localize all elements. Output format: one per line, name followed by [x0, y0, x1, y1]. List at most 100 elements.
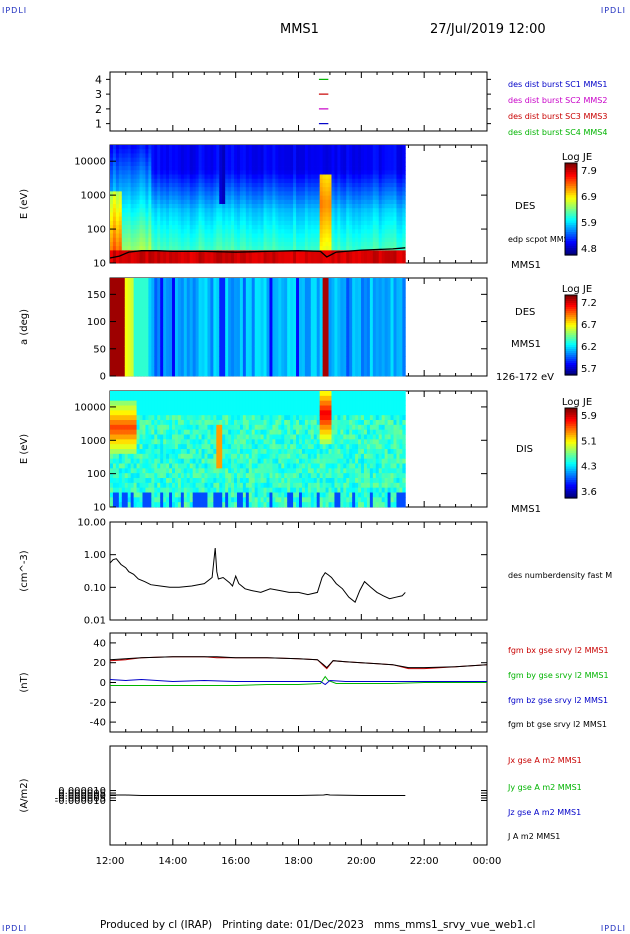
colorbar-cell: [565, 303, 577, 306]
heatmap-cell: [130, 199, 135, 205]
heatmap-cell: [121, 497, 126, 503]
heatmap-cell: [358, 233, 362, 239]
heatmap-cell: [231, 229, 235, 234]
heatmap-cell: [299, 241, 303, 247]
heatmap-cell: [328, 356, 332, 367]
heatmap-cell: [169, 278, 173, 289]
heatmap-cell: [172, 254, 176, 260]
heatmap-cell: [375, 149, 380, 154]
heatmap-cell: [201, 254, 205, 260]
heatmap-cell: [372, 287, 377, 298]
heatmap-cell: [281, 166, 285, 171]
heatmap-cell: [384, 250, 388, 255]
heatmap-cell: [239, 204, 244, 209]
colorbar-cell: [565, 211, 577, 215]
heatmap-cell: [225, 307, 229, 318]
heatmap-cell: [110, 444, 114, 450]
heatmap-cell: [154, 199, 158, 205]
corner-label-top-right: IPDLI: [600, 6, 626, 15]
heatmap-cell: [316, 178, 321, 184]
heatmap-cell: [180, 212, 185, 218]
heatmap-cell: [172, 237, 176, 243]
heatmap-cell: [110, 449, 114, 455]
heatmap-cell: [361, 254, 365, 260]
heatmap-cell: [361, 161, 365, 167]
heatmap-cell: [393, 241, 397, 247]
heatmap-cell: [121, 366, 126, 377]
heatmap-cell: [166, 161, 170, 167]
heatmap-cell: [195, 216, 199, 222]
heatmap-cell: [334, 208, 338, 213]
heatmap-cell: [121, 182, 126, 188]
heatmap-cell: [139, 400, 143, 406]
heatmap-cell: [340, 233, 344, 239]
heatmap-cell: [393, 278, 397, 289]
heatmap-cell: [163, 391, 167, 397]
heatmap-cell: [396, 317, 400, 328]
heatmap-cell: [281, 191, 285, 196]
heatmap-cell: [372, 233, 377, 239]
heatmap-cell: [201, 212, 205, 218]
heatmap-cell: [281, 199, 285, 205]
heatmap-cell: [236, 166, 241, 171]
heatmap-cell: [245, 212, 250, 218]
heatmap-cell: [136, 400, 140, 406]
heatmap-cell: [139, 191, 143, 196]
heatmap-cell: [139, 208, 143, 213]
heatmap-cell: [331, 246, 335, 251]
heatmap-cell: [133, 182, 137, 188]
heatmap-cell: [269, 317, 273, 328]
heatmap-cell: [272, 166, 276, 171]
heatmap-cell: [366, 157, 371, 163]
heatmap-cell: [269, 258, 273, 264]
heatmap-cell: [322, 233, 326, 239]
heatmap-cell: [343, 191, 347, 196]
heatmap-cell: [393, 229, 397, 234]
heatmap-cell: [287, 191, 291, 196]
heatmap-cell: [266, 258, 270, 264]
heatmap-cell: [166, 233, 170, 239]
heatmap-cell: [145, 468, 149, 474]
heatmap-cell: [337, 220, 341, 226]
heatmap-cell: [139, 225, 143, 230]
heatmap-cell: [296, 327, 300, 338]
heatmap-cell: [319, 178, 324, 184]
heatmap-cell: [254, 278, 259, 289]
heatmap-cell: [387, 212, 391, 218]
heatmap-cell: [136, 410, 140, 416]
heatmap-cell: [222, 237, 226, 243]
heatmap-cell: [296, 182, 300, 188]
heatmap-cell: [189, 161, 194, 167]
heatmap-cell: [180, 366, 185, 377]
heatmap-cell: [110, 415, 114, 421]
heatmap-cell: [163, 149, 167, 154]
heatmap-cell: [148, 225, 152, 230]
heatmap-cell: [266, 278, 270, 289]
heatmap-cell: [301, 229, 306, 234]
heatmap-cell: [222, 297, 226, 308]
heatmap-cell: [310, 229, 315, 234]
heatmap-cell: [142, 254, 146, 260]
heatmap-cell: [198, 199, 202, 205]
heatmap-cell: [301, 336, 306, 347]
heatmap-cell: [290, 327, 294, 338]
heatmap-cell: [263, 174, 267, 180]
heatmap-cell: [151, 278, 155, 289]
heatmap-cell: [180, 153, 185, 159]
heatmap-cell: [222, 246, 226, 251]
heatmap-cell: [213, 187, 217, 192]
heatmap-cell: [136, 204, 140, 209]
heatmap-cell: [334, 220, 338, 226]
heatmap-cell: [210, 444, 214, 450]
heatmap-cell: [296, 317, 300, 328]
heatmap-cell: [337, 254, 341, 260]
heatmap-cell: [301, 278, 306, 289]
heatmap-cell: [358, 250, 362, 255]
heatmap-cell: [207, 487, 211, 493]
heatmap-cell: [160, 482, 164, 489]
heatmap-cell: [346, 187, 350, 192]
heatmap-cell: [254, 287, 259, 298]
heatmap-cell: [242, 250, 247, 255]
heatmap-cell: [166, 204, 170, 209]
heatmap-cell: [304, 149, 309, 154]
